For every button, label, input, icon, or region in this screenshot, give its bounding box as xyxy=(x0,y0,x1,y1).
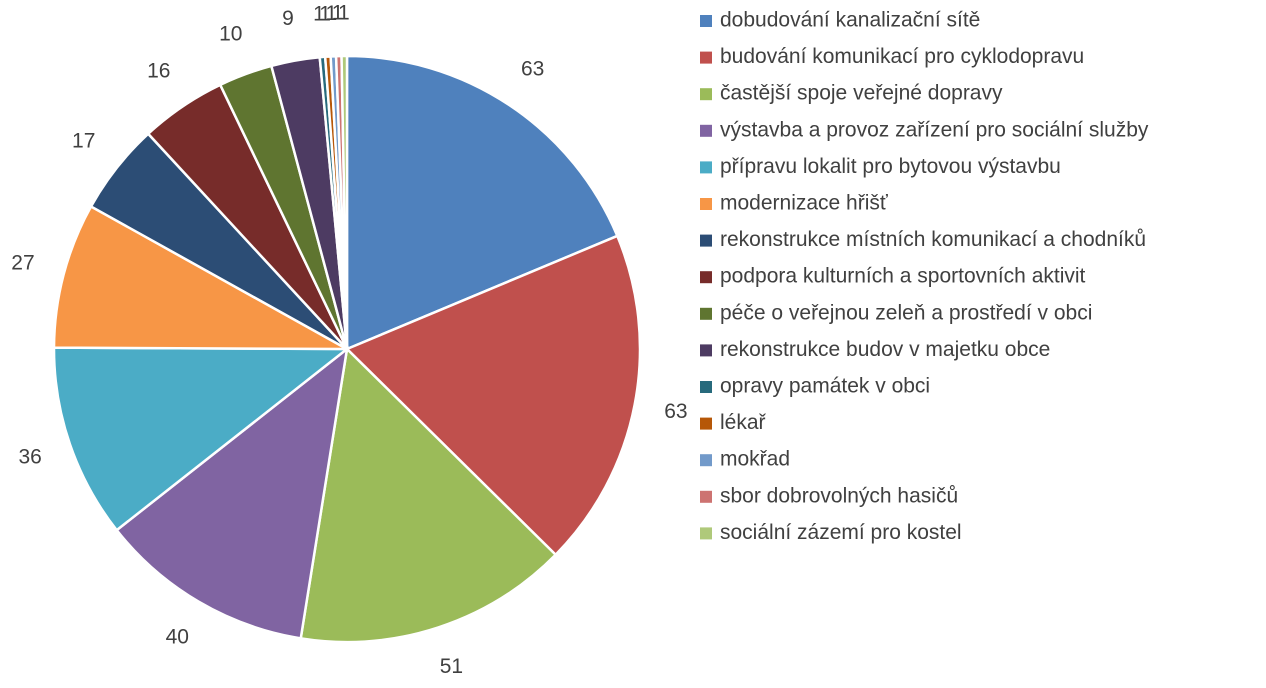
data-label: 1 xyxy=(319,2,331,25)
data-label: 63 xyxy=(664,400,687,423)
legend-label: lékař xyxy=(720,411,767,434)
legend-label: opravy památek v obci xyxy=(720,375,930,398)
legend-label: přípravu lokalit pro bytovou výstavbu xyxy=(720,155,1061,178)
data-label: 36 xyxy=(18,445,41,468)
data-label: 17 xyxy=(72,129,95,152)
legend-label: sociální zázemí pro kostel xyxy=(720,521,962,544)
legend-label: výstavba a provoz zařízení pro sociální … xyxy=(720,118,1149,141)
legend-label: podpora kulturních a sportovních aktivit xyxy=(720,265,1086,288)
pie-slice xyxy=(114,346,349,640)
legend-label: mokřad xyxy=(720,448,790,471)
data-label: 40 xyxy=(166,625,189,648)
data-label: 1 xyxy=(332,2,344,25)
data-label: 1 xyxy=(338,2,350,25)
pie-slice xyxy=(299,346,558,644)
pie-slice xyxy=(52,346,351,532)
pie-slice xyxy=(344,234,642,557)
legend-label: rekonstrukce místních komunikací a chodn… xyxy=(720,228,1146,251)
data-label: 9 xyxy=(282,7,294,30)
data-label: 63 xyxy=(521,58,544,81)
data-label: 16 xyxy=(147,59,170,82)
legend-label: péče o veřejnou zeleň a prostředí v obci xyxy=(720,301,1092,324)
legend-swatch xyxy=(700,381,712,393)
legend-label: modernizace hřišť xyxy=(720,192,889,215)
legend-swatch xyxy=(700,15,712,27)
data-label: 1 xyxy=(326,2,338,25)
data-label: 27 xyxy=(11,252,34,275)
legend-swatch xyxy=(700,271,712,284)
legend-swatch xyxy=(700,161,712,174)
legend-swatch xyxy=(700,124,712,137)
data-label: 51 xyxy=(440,655,463,678)
data-label: 1 xyxy=(313,3,325,26)
legend-swatch xyxy=(700,198,712,210)
legend-swatch xyxy=(700,454,712,467)
legend-swatch xyxy=(700,88,712,101)
legend-label: sbor dobrovolných hasičů xyxy=(720,484,958,507)
legend-label: budování komunikací pro cyklodopravu xyxy=(720,45,1084,68)
legend-swatch xyxy=(700,307,712,320)
legend-label: častější spoje veřejné dopravy xyxy=(720,82,1003,105)
legend-swatch xyxy=(700,234,712,247)
pie-slice xyxy=(52,204,348,351)
legend-swatch xyxy=(700,417,712,430)
legend-swatch xyxy=(700,527,712,540)
legend-label: dobudování kanalizační sítě xyxy=(720,9,980,32)
data-label: 10 xyxy=(219,22,242,45)
legend-swatch xyxy=(700,344,712,357)
pie-slice xyxy=(345,54,619,351)
legend-swatch xyxy=(700,490,712,503)
legend-swatch xyxy=(700,51,712,64)
pie-slice xyxy=(340,54,349,350)
legend-label: rekonstrukce budov v majetku obce xyxy=(720,338,1050,361)
